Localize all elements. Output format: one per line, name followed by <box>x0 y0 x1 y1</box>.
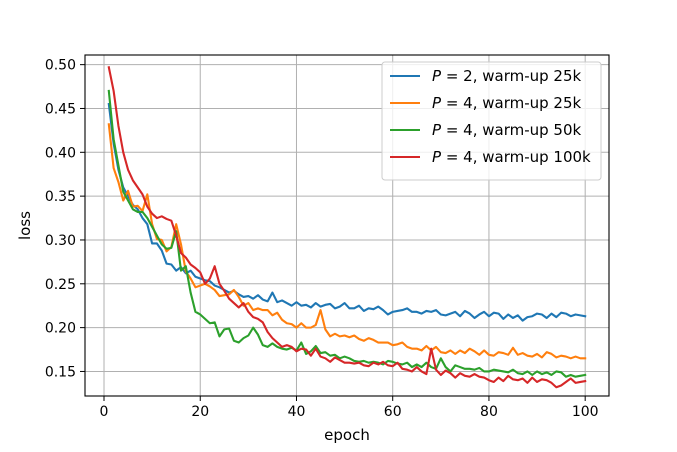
series-line-4 <box>107 66 587 389</box>
grid-lines <box>85 55 609 396</box>
legend-var: P <box>432 67 442 85</box>
legend-rest: = 2, warm-up 25k <box>441 67 581 85</box>
x-tick-label: 60 <box>384 404 402 420</box>
series-line-1 <box>107 102 587 322</box>
legend-label: P = 4, warm-up 25k <box>432 94 582 112</box>
legend-label: P = 2, warm-up 25k <box>432 67 582 85</box>
legend-var: P <box>432 94 442 112</box>
x-tick-label: 0 <box>100 404 109 420</box>
axes-frame <box>84 54 610 397</box>
legend-frame <box>381 61 602 181</box>
x-tick-label: 20 <box>191 404 209 420</box>
x-axis-ticks: 0 20 40 60 80 100 <box>100 396 599 420</box>
legend-rest: = 4, warm-up 50k <box>441 121 581 139</box>
y-tick-label: 0.35 <box>45 189 76 205</box>
legend-label: P = 4, warm-up 100k <box>432 148 591 166</box>
y-tick-label: 0.15 <box>45 364 76 380</box>
y-axis-title: loss <box>16 211 34 240</box>
series-lines <box>107 66 587 389</box>
series-line-3 <box>107 89 587 378</box>
y-tick-label: 0.50 <box>45 58 76 74</box>
y-tick-label: 0.20 <box>45 321 76 337</box>
legend-rest: = 4, warm-up 100k <box>441 148 591 166</box>
y-axis-ticks: 0.15 0.20 0.25 0.30 0.35 0.40 0.45 0.50 <box>45 58 85 380</box>
y-tick-label: 0.30 <box>45 233 76 249</box>
x-tick-label: 100 <box>572 404 599 420</box>
x-axis-title: epoch <box>324 426 370 444</box>
legend-label: P = 4, warm-up 50k <box>432 121 582 139</box>
legend-var: P <box>432 148 442 166</box>
y-tick-label: 0.25 <box>45 277 76 293</box>
x-tick-label: 80 <box>480 404 498 420</box>
legend-rest: = 4, warm-up 25k <box>441 94 581 112</box>
x-tick-label: 40 <box>288 404 306 420</box>
y-tick-label: 0.45 <box>45 101 76 117</box>
legend-var: P <box>432 121 442 139</box>
y-tick-label: 0.40 <box>45 145 76 161</box>
